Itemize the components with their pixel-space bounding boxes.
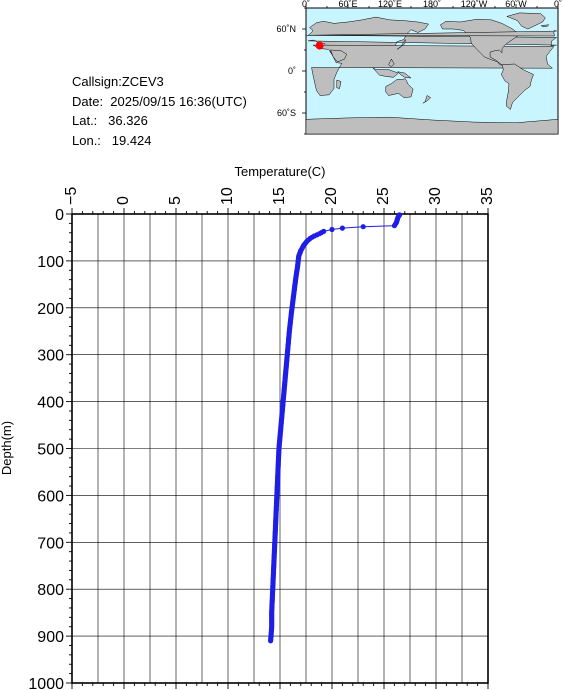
map-lon-label: 60˚E [338, 0, 357, 9]
x-tick-label: 5 [167, 196, 184, 205]
y-tick-label: 300 [37, 348, 64, 365]
map-land [305, 12, 559, 135]
location-marker [315, 41, 324, 50]
temperature-profile [268, 212, 403, 644]
land-shape-3 [440, 18, 520, 66]
map-ticks [302, 4, 559, 135]
date-text: Date: 2025/09/15 16:36(UTC) [72, 93, 247, 109]
land-shape-10 [306, 30, 557, 37]
map-lat-label: 0˚ [288, 66, 296, 76]
x-tick-label: 30 [427, 187, 444, 205]
callsign-text: Callsign:ZCEV3 [72, 74, 164, 89]
map-lon-label: 0˚ [554, 0, 562, 9]
profile-line [270, 214, 401, 641]
y-tick-label: 0 [55, 207, 64, 224]
y-tick-label: 100 [37, 254, 64, 271]
y-tick-label: 1000 [28, 676, 64, 690]
land-shape-8 [336, 79, 342, 89]
map-lon-label: 0˚ [302, 0, 310, 9]
land-shape-14 [388, 58, 395, 68]
chart-grid [72, 214, 488, 683]
land-shape-11 [372, 67, 399, 78]
land-shape-13 [422, 95, 432, 104]
land-shape-2 [330, 49, 347, 63]
map-lon-label: 60˚W [505, 0, 527, 9]
profile-point [329, 226, 335, 233]
profile-point [339, 225, 345, 231]
x-tick-label: 10 [219, 187, 236, 205]
land-shape-15 [540, 24, 550, 28]
y-tick-label: 500 [37, 442, 64, 459]
land-shape-7 [305, 116, 559, 135]
profile-point [391, 223, 397, 229]
land-shape-6 [385, 78, 414, 98]
y-tick-labels: 0 100 200 300 400 500 600 700 800 900 1000 [28, 207, 64, 690]
x-tick-label: 20 [323, 187, 340, 205]
map-lat-label: 60˚N [276, 24, 296, 34]
map-lon-label: 120˚W [461, 0, 488, 9]
land-shape-4 [506, 12, 546, 30]
x-tick-label: 0 [115, 196, 132, 205]
land-shape-12 [396, 71, 412, 79]
map-lon-label: 120˚E [378, 0, 402, 9]
latitude-text: Lat.: 36.326 [72, 113, 148, 129]
profile-point [268, 638, 274, 644]
map-lon-labels: 0˚ 60˚E 120˚E 180˚ 120˚W 60˚W 0˚ [302, 0, 562, 9]
axis-ticks [66, 208, 489, 689]
x-tick-label: 25 [375, 187, 392, 205]
y-axis-label: Depth(m) [0, 421, 14, 475]
x-tick-label: 15 [271, 187, 288, 205]
profile-point [360, 224, 366, 230]
y-tick-label: 600 [37, 488, 64, 505]
map-lat-labels: 60˚N 0˚ 60˚S [276, 24, 296, 118]
land-shape-5 [501, 63, 534, 110]
x-tick-label: 35 [479, 187, 496, 205]
world-map: 0˚ 60˚E 120˚E 180˚ 120˚W 60˚W 0˚ 60˚N 0˚ 60˚S [276, 0, 562, 135]
longitude-text: Lon.: 19.424 [72, 132, 152, 148]
y-tick-label: 200 [37, 301, 64, 318]
y-tick-label: 700 [37, 535, 64, 552]
map-lat-label: 60˚S [277, 108, 296, 118]
y-tick-label: 400 [37, 395, 64, 412]
y-tick-label: 800 [37, 582, 64, 599]
x-axis-label: Temperature(C) [234, 164, 325, 179]
x-tick-label: −5 [63, 187, 80, 205]
x-tick-labels: −5 0 5 10 15 20 25 30 35 [63, 187, 496, 205]
y-tick-label: 900 [37, 629, 64, 646]
profile-info: Callsign:ZCEV3 Date: 2025/09/15 16:36(UT… [72, 72, 247, 150]
map-lon-label: 180˚ [423, 0, 441, 9]
land-shape-9 [396, 39, 406, 50]
